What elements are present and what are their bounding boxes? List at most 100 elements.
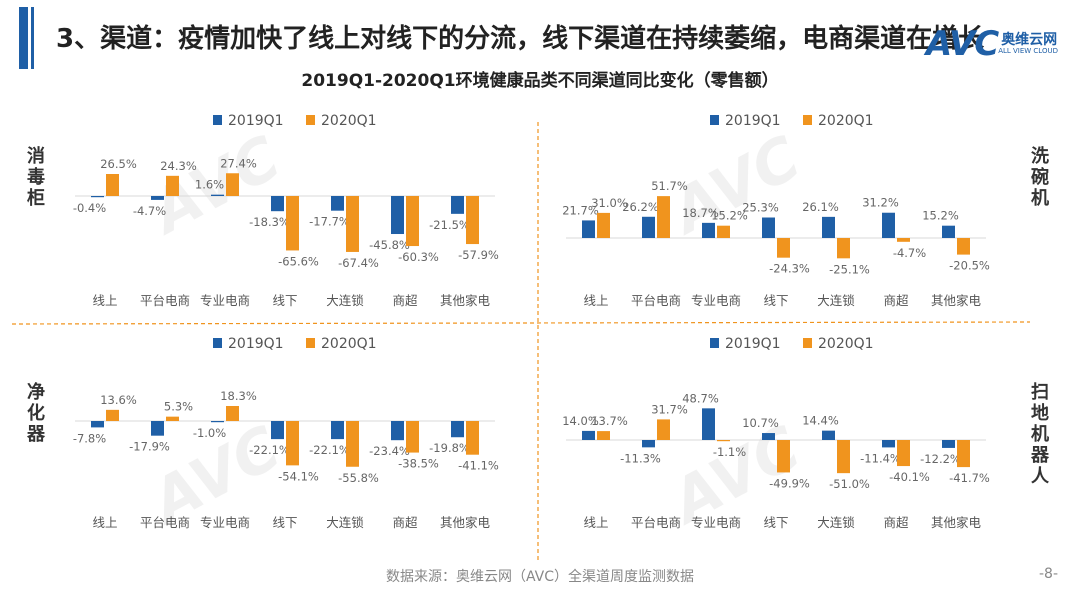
data-label: 15.2%	[711, 209, 748, 223]
category-label: 线下	[272, 293, 297, 308]
data-label: -7.8%	[73, 431, 106, 445]
category-label: 其他家电	[931, 293, 982, 308]
bar-2020Q1	[897, 440, 910, 467]
bar-2020Q1	[717, 225, 730, 238]
bar-2019Q1	[211, 194, 224, 196]
data-label: -1.1%	[713, 445, 746, 459]
data-label: -20.5%	[949, 259, 990, 273]
data-label: -49.9%	[769, 476, 810, 490]
legend-swatch	[306, 115, 315, 125]
legend-label: 2019Q1	[725, 336, 781, 352]
data-label: 21.7%	[562, 203, 599, 217]
data-source: 数据来源：奥维云网（AVC）全渠道周度监测数据	[385, 569, 695, 585]
category-label: 平台电商	[631, 515, 681, 530]
bar-2019Q1	[91, 421, 104, 428]
page-number: -8-	[1038, 566, 1058, 582]
category-label: 专业电商	[200, 293, 250, 308]
data-label: -51.0%	[829, 477, 870, 491]
data-label: -57.9%	[458, 248, 499, 262]
category-label: 大连锁	[326, 515, 364, 530]
bar-2019Q1	[702, 408, 715, 440]
panel-label: 洗碗机	[1031, 145, 1049, 209]
bar-2019Q1	[942, 440, 955, 448]
horizontal-divider	[11, 321, 1031, 325]
bar-2020Q1	[657, 419, 670, 440]
category-label: 商超	[883, 515, 909, 530]
category-label: 平台电商	[140, 293, 190, 308]
bar-2019Q1	[271, 421, 284, 440]
avc-logo: AVC 奥维云网 ALL VIEW CLOUD	[926, 24, 1058, 64]
data-label: -25.1%	[829, 262, 870, 276]
panel-label: 消毒柜	[27, 145, 45, 209]
category-label: 线下	[763, 515, 788, 530]
data-label: -12.2%	[920, 452, 961, 466]
data-label: -11.3%	[620, 451, 661, 465]
legend-swatch	[213, 115, 222, 125]
data-label: -11.4%	[860, 451, 901, 465]
data-label: 14.0%	[562, 414, 599, 428]
bar-2019Q1	[942, 225, 955, 238]
data-label: -18.3%	[249, 215, 290, 229]
legend-swatch	[213, 338, 222, 348]
bar-2020Q1	[166, 416, 179, 421]
data-label: 31.2%	[862, 196, 899, 210]
page-title: 3、渠道：疫情加快了线上对线下的分流，线下渠道在持续萎缩，电商渠道在增长	[56, 24, 985, 54]
category-label: 商超	[883, 293, 909, 308]
panel-label: 净化器	[26, 381, 46, 445]
bar-2019Q1	[331, 421, 344, 440]
data-label: -41.1%	[458, 459, 499, 473]
bar-2020Q1	[897, 238, 910, 242]
bar-2019Q1	[451, 421, 464, 438]
bar-2019Q1	[451, 196, 464, 214]
bar-2020Q1	[226, 405, 239, 421]
data-label: -67.4%	[338, 256, 379, 270]
category-label: 专业电商	[691, 293, 741, 308]
data-label: 26.1%	[802, 200, 839, 214]
panel-label-char: 机	[1031, 424, 1049, 445]
legend-label: 2019Q1	[725, 113, 781, 129]
panel-label-char: 地	[1031, 402, 1049, 424]
data-label: 31.0%	[591, 196, 628, 210]
panel-label-char: 净	[27, 381, 45, 403]
bar-2020Q1	[777, 440, 790, 473]
bar-2019Q1	[211, 421, 224, 423]
legend-label: 2019Q1	[228, 113, 284, 129]
legend-label: 2020Q1	[818, 336, 874, 352]
bar-2019Q1	[702, 222, 715, 238]
data-label: -22.1%	[249, 443, 290, 457]
data-label: -23.4%	[369, 444, 410, 458]
bar-2019Q1	[882, 440, 895, 448]
chart-subtitle: 2019Q1-2020Q1环境健康品类不同渠道同比变化（零售额）	[301, 71, 779, 91]
data-label: -38.5%	[398, 457, 439, 471]
category-label: 线上	[583, 515, 608, 530]
category-label: 大连锁	[817, 293, 855, 308]
panel-label-char: 毒	[27, 166, 45, 188]
category-label: 平台电商	[140, 515, 190, 530]
data-label: -65.6%	[278, 254, 319, 268]
bar-2019Q1	[151, 196, 164, 200]
panel-label-char: 洗	[1031, 145, 1049, 167]
data-label: 48.7%	[682, 391, 719, 405]
data-label: 14.4%	[802, 414, 839, 428]
panel-label-char: 器	[1030, 445, 1050, 466]
data-label: -4.7%	[133, 204, 166, 218]
bar-2020Q1	[286, 196, 299, 251]
category-label: 其他家电	[931, 515, 982, 530]
data-label: 13.7%	[591, 414, 628, 428]
data-label: -1.0%	[193, 426, 226, 440]
bar-2020Q1	[346, 196, 359, 252]
panel-label-char: 化	[27, 402, 45, 424]
data-label: 18.3%	[220, 389, 257, 403]
data-label: 26.5%	[100, 157, 137, 171]
data-label: -22.1%	[309, 443, 350, 457]
data-label: -19.8%	[429, 441, 470, 455]
category-label: 线上	[583, 293, 608, 308]
category-label: 线下	[272, 515, 297, 530]
bar-2019Q1	[91, 196, 104, 198]
panel-label-char: 碗	[1031, 166, 1049, 188]
bar-2020Q1	[286, 421, 299, 466]
bar-2020Q1	[406, 196, 419, 247]
data-label: -17.9%	[129, 440, 170, 454]
data-label: 18.7%	[682, 206, 719, 220]
